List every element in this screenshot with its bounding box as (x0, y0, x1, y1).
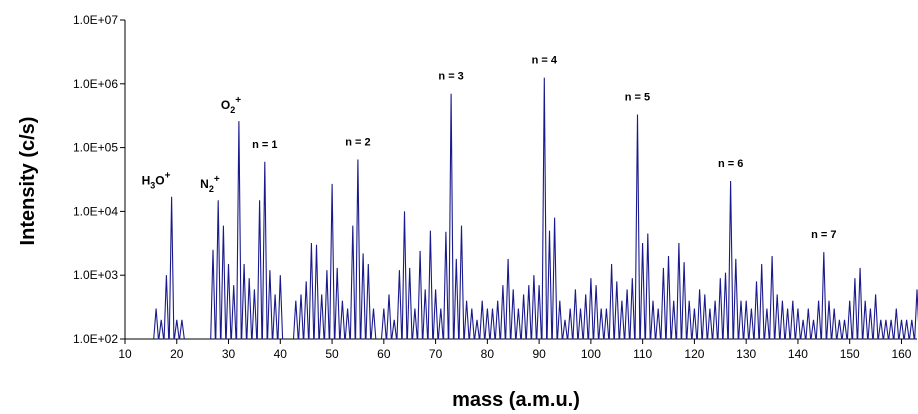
axes (124, 20, 917, 340)
ion-base: N (200, 177, 209, 191)
x-tick-label: 40 (274, 347, 288, 361)
y-tick-label: 1.0E+06 (73, 77, 118, 91)
x-tick-label: 150 (840, 347, 860, 361)
peak-label-n1: n = 1 (252, 139, 277, 151)
ion-mid: O (155, 174, 164, 188)
ion-label-o2: O2+ (221, 95, 241, 115)
peak-label-n5: n = 5 (625, 92, 650, 104)
x-tick-label: 30 (222, 347, 236, 361)
x-tick-label: 80 (481, 347, 495, 361)
ion-base: H (142, 174, 151, 188)
peak-label-n7: n = 7 (811, 229, 836, 241)
ion-label-h3o: H3O+ (142, 171, 171, 191)
ion-subscript: 2 (230, 105, 235, 115)
peak-label-n2b: n = 2 (345, 137, 370, 149)
y-tick-label: 1.0E+03 (73, 268, 118, 282)
x-tick-label: 70 (429, 347, 443, 361)
series-line (153, 77, 918, 340)
x-tick-label: 120 (684, 347, 704, 361)
y-tick-label: 1.0E+02 (73, 332, 118, 346)
x-tick-label: 10 (118, 347, 132, 361)
y-tick-label: 1.0E+07 (73, 13, 118, 27)
x-tick-label: 100 (581, 347, 601, 361)
x-tick-label: 130 (736, 347, 756, 361)
x-tick-label: 20 (170, 347, 184, 361)
ion-superscript: + (214, 174, 220, 185)
y-tick-label: 1.0E+04 (73, 204, 118, 218)
ion-superscript: + (165, 171, 171, 182)
peak-label-n4: n = 4 (532, 55, 558, 67)
y-tick-label: 1.0E+05 (73, 141, 118, 155)
ion-label-n2: N2+ (200, 174, 220, 194)
x-tick-label: 160 (891, 347, 911, 361)
x-axis-title: mass (a.m.u.) (452, 389, 580, 411)
ion-base: O (221, 98, 230, 112)
y-axis-title: Intensity (c/s) (17, 117, 39, 246)
ion-superscript: + (235, 95, 241, 106)
x-tick-label: 110 (633, 347, 652, 361)
ion-subscript: 2 (209, 184, 214, 194)
x-tick-label: 90 (532, 347, 546, 361)
peak-label-n6: n = 6 (718, 158, 743, 170)
peak-label-n3: n = 3 (438, 71, 463, 83)
x-tick-label: 50 (325, 347, 339, 361)
tick-group: 1.0E+02 1.0E+03 1.0E+04 1.0E+05 1.0E+06 1.0E+… (73, 13, 912, 361)
x-tick-label: 140 (788, 347, 808, 361)
x-tick-label: 60 (377, 347, 391, 361)
ion-subscript: 3 (150, 181, 155, 191)
